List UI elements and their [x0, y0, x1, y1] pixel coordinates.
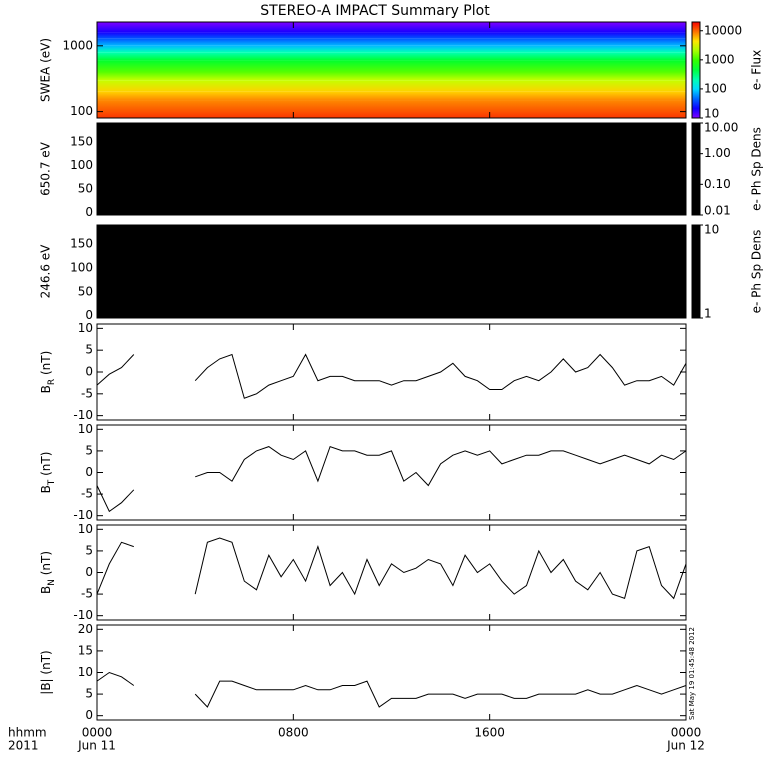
y-axis-label-part: |B| (nT): [39, 650, 53, 694]
colorbar: [691, 21, 701, 119]
y-tick-label: -5: [81, 587, 93, 601]
y-axis-label: 246.6 eV: [39, 244, 53, 299]
spectrogram-band: [97, 91, 686, 101]
colorbar-tick-label: 1000: [704, 52, 735, 66]
y-tick-label: 0: [85, 205, 93, 219]
spectrogram-band: [97, 22, 686, 33]
y-axis-label-part: (nT): [39, 351, 53, 379]
y-axis-label: BN (nT): [39, 551, 57, 594]
y-tick-label: 0: [85, 365, 93, 379]
y-tick-label: 0: [85, 565, 93, 579]
data-line: [96, 537, 687, 600]
y-axis-label: BR (nT): [39, 351, 57, 394]
colorbar-tick-label: 10000: [704, 23, 742, 37]
time-unit-label: hhmm: [8, 726, 47, 740]
y-tick-label: 50: [78, 182, 93, 196]
y-axis-label-part: B: [39, 385, 53, 393]
y-axis-label: 650.7 eV: [39, 141, 53, 196]
y-tick-label: -5: [81, 487, 93, 501]
spectrogram-fill: [97, 225, 686, 318]
y-axis-label-part: B: [39, 586, 53, 594]
spectrogram-band: [97, 32, 686, 39]
data-line: [96, 671, 687, 708]
y-tick-label: 5: [85, 443, 93, 457]
y-tick-label: 15: [78, 643, 93, 657]
year-label: 2011: [8, 739, 39, 753]
y-tick-label: -10: [73, 408, 93, 422]
y-axis-label-part: R: [47, 379, 57, 385]
colorbar-tick-label: 1.00: [704, 146, 731, 160]
y-tick-label: 100: [70, 158, 93, 172]
x-tick-label: 0000: [82, 726, 113, 740]
timestamp: Sat May 19 01:45:48 2012: [688, 627, 696, 720]
spectrogram-band: [97, 52, 686, 61]
x-date-label: Jun 11: [77, 739, 116, 753]
colorbar-label: e- Ph Sp Dens: [750, 127, 764, 211]
data-line: [96, 353, 687, 399]
panel-frame: [96, 21, 687, 119]
y-tick-label: 10: [78, 422, 93, 436]
spectrogram-band: [97, 60, 686, 72]
colorbar-tick-label: 10: [704, 223, 719, 237]
plot-title: STEREO-A IMPACT Summary Plot: [260, 3, 490, 19]
colorbar: [691, 224, 701, 319]
spectrogram-band: [97, 80, 686, 92]
data-line: [96, 445, 687, 513]
y-tick-label: 1000: [62, 38, 93, 52]
x-tick-label: 0000: [671, 726, 702, 740]
y-tick-label: -10: [73, 608, 93, 622]
colorbar-label: e- Flux: [750, 50, 764, 90]
y-tick-label: 150: [70, 237, 93, 251]
panel-frame: [96, 122, 687, 216]
x-date-label: Jun 12: [666, 739, 705, 753]
y-axis-label-part: (nT): [39, 551, 53, 579]
y-tick-label: 10: [78, 522, 93, 536]
colorbar: [691, 122, 701, 216]
y-tick-label: 50: [78, 284, 93, 298]
y-tick-label: 100: [70, 260, 93, 274]
colorbar-label: e- Ph Sp Dens: [750, 230, 764, 314]
spectrogram-fill: [97, 123, 686, 215]
y-tick-label: 20: [78, 622, 93, 636]
y-axis-label: |B| (nT): [39, 650, 53, 694]
y-axis-label: SWEA (eV): [39, 38, 53, 102]
y-axis-label-part: (nT): [39, 452, 53, 480]
y-axis-label-part: B: [39, 485, 53, 493]
y-axis-label-part: T: [47, 479, 57, 486]
colorbar-tick-label: 10: [704, 107, 719, 121]
y-tick-label: 10: [78, 665, 93, 679]
y-tick-label: 0: [85, 308, 93, 322]
x-tick-label: 1600: [474, 726, 505, 740]
y-tick-label: 0: [85, 708, 93, 722]
panel-frame: [96, 224, 687, 319]
y-tick-label: 0: [85, 465, 93, 479]
colorbar-tick-label: 10.00: [704, 121, 738, 135]
y-tick-label: 5: [85, 343, 93, 357]
y-axis-label: BT (nT): [39, 452, 57, 494]
colorbar-tick-label: 0.01: [704, 204, 731, 218]
spectrogram-band: [97, 38, 686, 46]
y-tick-label: -10: [73, 508, 93, 522]
y-axis-label-part: N: [47, 579, 57, 586]
y-tick-label: 5: [85, 543, 93, 557]
colorbar-tick-label: 1: [704, 307, 712, 321]
spectrogram-band: [97, 71, 686, 81]
y-tick-label: 100: [70, 104, 93, 118]
y-tick-label: 10: [78, 321, 93, 335]
colorbar-tick-label: 0.10: [704, 177, 731, 191]
y-tick-label: -5: [81, 386, 93, 400]
colorbar-tick-label: 100: [704, 81, 727, 95]
spectrogram-band: [97, 45, 686, 53]
y-tick-label: 150: [70, 134, 93, 148]
spectrogram-band: [97, 100, 686, 118]
x-tick-label: 0800: [278, 726, 309, 740]
y-tick-label: 5: [85, 687, 93, 701]
